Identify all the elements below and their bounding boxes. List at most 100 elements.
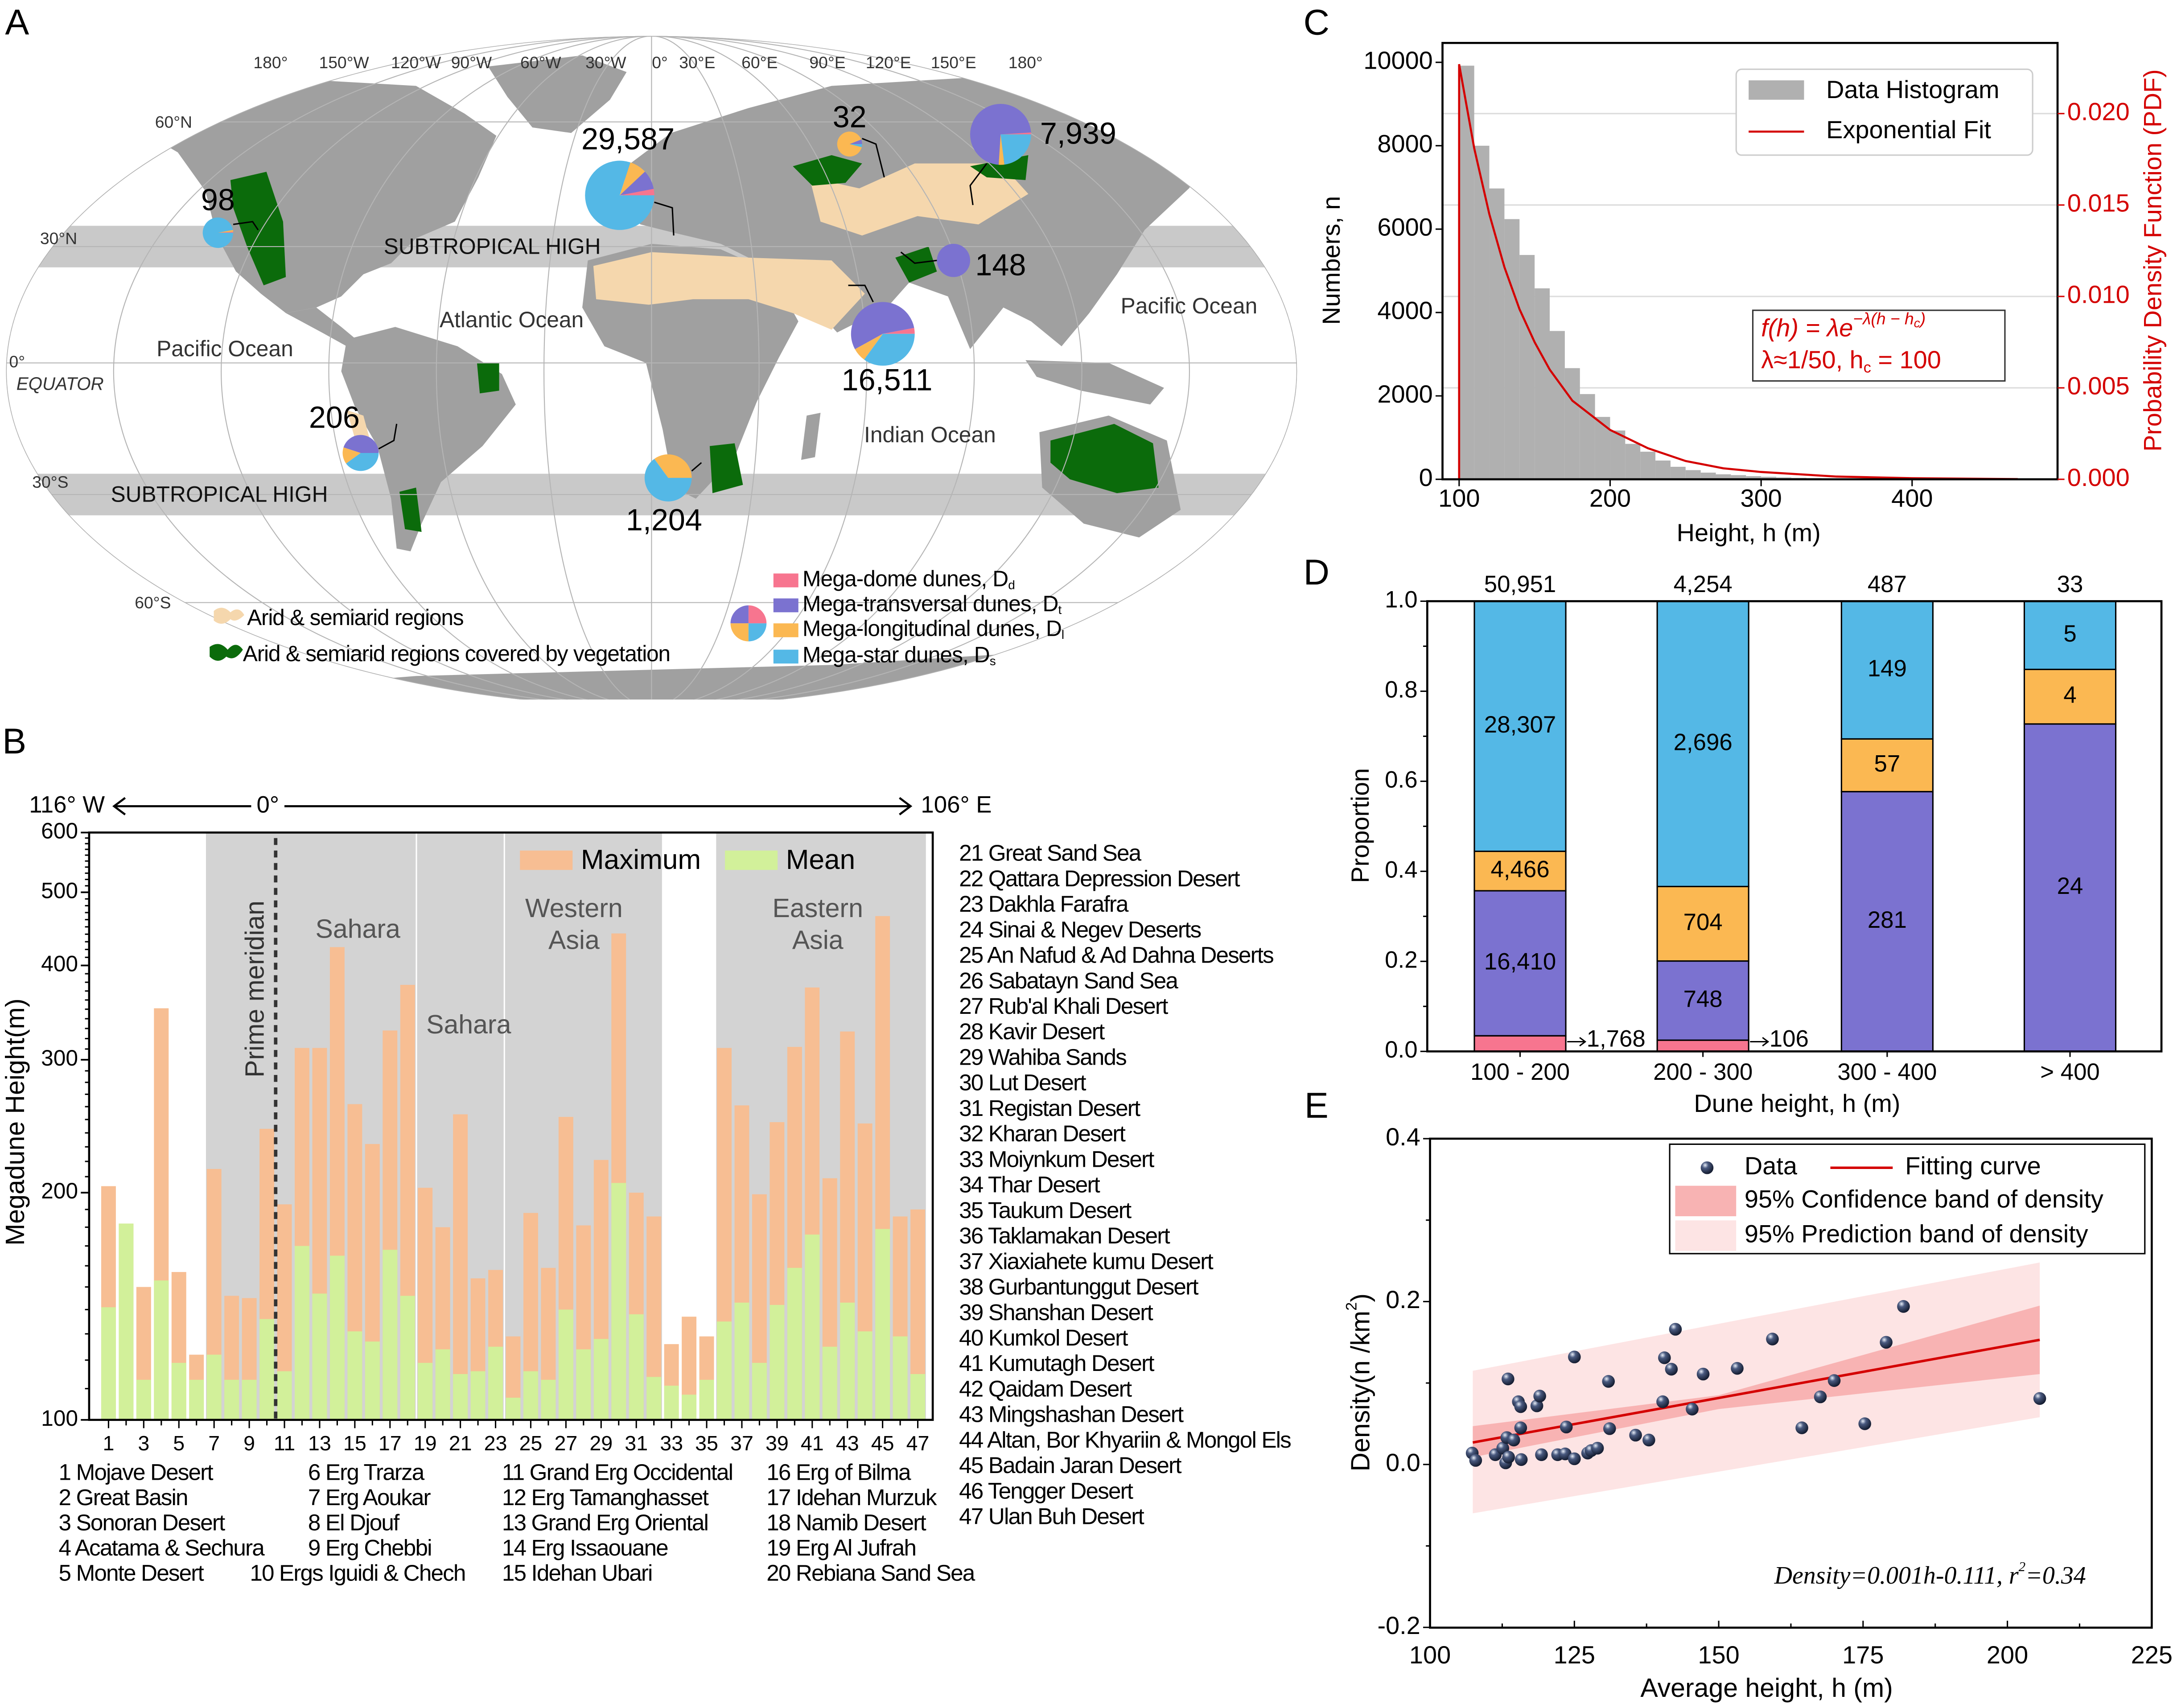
arid-region: [593, 252, 865, 330]
longitude-label: 30°E: [679, 53, 715, 72]
pie-leader-line: [691, 462, 702, 472]
desert-name: 17 Idehan Murzuk: [766, 1485, 937, 1510]
region-label: Western: [525, 893, 623, 923]
histogram-bar: [1595, 417, 1610, 480]
y-tick-label: 100: [41, 1406, 78, 1431]
meridian-line: [328, 36, 975, 700]
data-legend-marker: [1700, 1161, 1714, 1174]
subtropical-high-label: SUBTROPICAL HIGH: [384, 234, 601, 259]
longitude-label: 120°E: [866, 53, 911, 72]
mean-bar: [682, 1395, 697, 1420]
histogram-legend-label: Data Histogram: [1826, 75, 1999, 103]
star-segment: [2023, 600, 2117, 671]
histogram-bar: [1746, 476, 1761, 480]
x-tick-label: 13: [308, 1432, 331, 1455]
longitude-label: 180°: [253, 53, 288, 72]
mean-bar: [329, 1255, 345, 1420]
transversal-count-label: 24: [2057, 873, 2083, 899]
pie-slice: [1000, 134, 1031, 165]
x-tick-label: 7: [208, 1432, 220, 1455]
arrowhead-icon: [112, 797, 913, 815]
formula-text: f(h) = λe: [1761, 313, 1853, 342]
data-point: [1533, 1390, 1546, 1403]
histogram-bar: [1519, 255, 1535, 480]
vegetated-arid-region: [399, 487, 422, 532]
mean-bar: [541, 1379, 556, 1420]
dune-legend-subscript: d: [1008, 578, 1015, 592]
ocean-label: Atlantic Ocean: [440, 307, 584, 332]
desert-name: 38 Gurbantunggut Desert: [959, 1274, 1198, 1300]
pie-leader-line: [378, 424, 398, 450]
longitudinal-count-label: 704: [1683, 909, 1723, 935]
latitude-label: 30°S: [32, 473, 68, 491]
x-axis-title: Dune height, h (m): [1694, 1089, 1900, 1117]
arrow-right-icon: [1750, 1037, 1770, 1047]
latitude-label: 0°: [9, 352, 25, 371]
dune-legend-text: Mega-longitudinal dunes, D: [803, 616, 1062, 641]
data-point: [1535, 1448, 1548, 1461]
mean-bar: [611, 1183, 626, 1420]
x-tick-label: 23: [484, 1432, 507, 1455]
desert-name: 37 Xiaxiahete kumu Desert: [959, 1248, 1213, 1274]
pie-slice: [342, 447, 361, 464]
mean-bar: [787, 1268, 802, 1420]
pie-total-label: 32: [833, 100, 867, 134]
pie-slice: [999, 134, 1004, 165]
y-axis-title: Density(n /km2): [1343, 1293, 1375, 1471]
region-label: Sahara: [316, 914, 400, 944]
histogram-bar: [1535, 288, 1550, 480]
longitude-label: 120°W: [391, 53, 441, 72]
data-point: [1515, 1453, 1528, 1466]
x-tick-label: 9: [243, 1432, 255, 1455]
y-tick-label: 1.0: [1385, 586, 1417, 613]
pie-slice: [218, 230, 233, 233]
desert-name: 5 Monte Desert: [59, 1560, 204, 1586]
longitudinal-segment: [2023, 668, 2117, 725]
formula-box: [1752, 309, 2006, 382]
mean-bar: [893, 1336, 908, 1420]
mean-bar: [470, 1371, 486, 1420]
subtropical-high-label: SUBTROPICAL HIGH: [111, 482, 328, 506]
x-tick-label: 29: [589, 1432, 613, 1455]
y-axis-title: Megadune Height(m): [0, 999, 30, 1246]
dune-legend-subscript: s: [990, 654, 996, 668]
pie-slice: [218, 231, 234, 233]
star-count-label: 149: [1868, 655, 1907, 682]
data-point: [1514, 1400, 1527, 1413]
vegetated-arid-region: [793, 155, 862, 186]
pie-slice: [644, 459, 692, 502]
center-longitude-label: 0°: [256, 791, 279, 818]
mean-bar: [576, 1349, 591, 1420]
formula-exponent-end: ): [1918, 309, 1926, 328]
plot-frame: [88, 831, 934, 1421]
x-tick-label: 3: [138, 1432, 149, 1455]
pie-slice: [855, 333, 883, 360]
data-point: [1530, 1399, 1543, 1412]
y-tick-label: 4000: [1377, 296, 1432, 325]
panel-label: A: [5, 2, 29, 42]
pie-slice: [585, 161, 654, 230]
y-tick-label: 600: [41, 818, 78, 843]
star-count-label: 28,307: [1484, 712, 1556, 738]
region-label: Eastern: [773, 893, 863, 923]
x-tick-label: 27: [554, 1432, 577, 1455]
x-tick-label: 45: [871, 1432, 894, 1455]
desert-name: 47 Ulan Buh Desert: [959, 1504, 1144, 1529]
longitude-label: 150°W: [319, 53, 369, 72]
pie-slice: [970, 104, 1031, 165]
confidence-legend-label: 95% Confidence band of density: [1745, 1185, 2103, 1213]
x-tick-label: 19: [414, 1432, 437, 1455]
fit-legend-label: Fitting curve: [1905, 1152, 2041, 1180]
desert-name: 34 Thar Desert: [959, 1172, 1100, 1198]
data-point: [1642, 1433, 1655, 1447]
x-tick-label: 11: [274, 1432, 295, 1455]
pie-leader-line: [900, 251, 937, 264]
x-tick-label: 150: [1698, 1641, 1739, 1669]
data-point: [1656, 1395, 1669, 1408]
dome-segment: [1656, 1039, 1749, 1052]
total-count-label: 4,254: [1674, 571, 1733, 597]
vegetated-arid-region: [477, 363, 499, 394]
dune-type-pie: [970, 104, 1031, 165]
mean-bar: [910, 1374, 926, 1420]
mean-bar: [400, 1296, 415, 1420]
